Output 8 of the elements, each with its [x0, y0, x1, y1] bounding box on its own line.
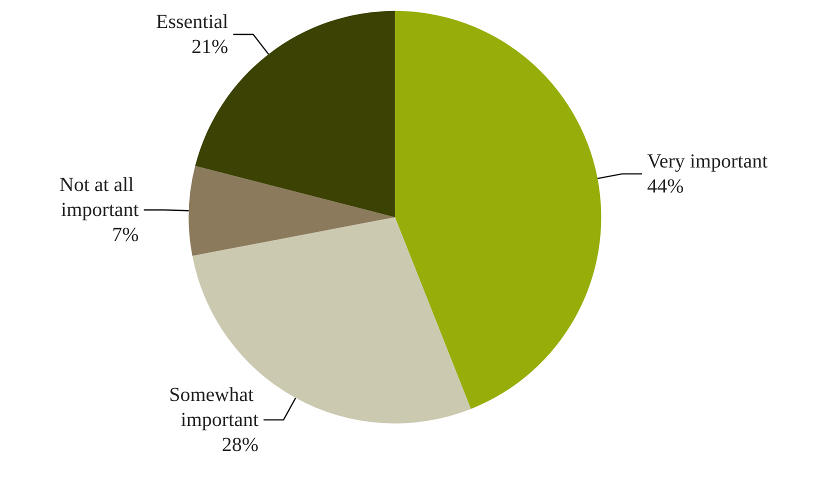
data-label: 7%	[112, 224, 139, 246]
data-label: 44%	[647, 175, 684, 198]
slice-label: Not at all important	[59, 174, 140, 221]
data-label: 28%	[222, 434, 259, 456]
data-label: 21%	[192, 36, 228, 58]
slice-label: Somewhat important	[169, 384, 259, 431]
slice-label: Very important	[647, 150, 768, 172]
slice-label: Essential	[156, 10, 229, 33]
